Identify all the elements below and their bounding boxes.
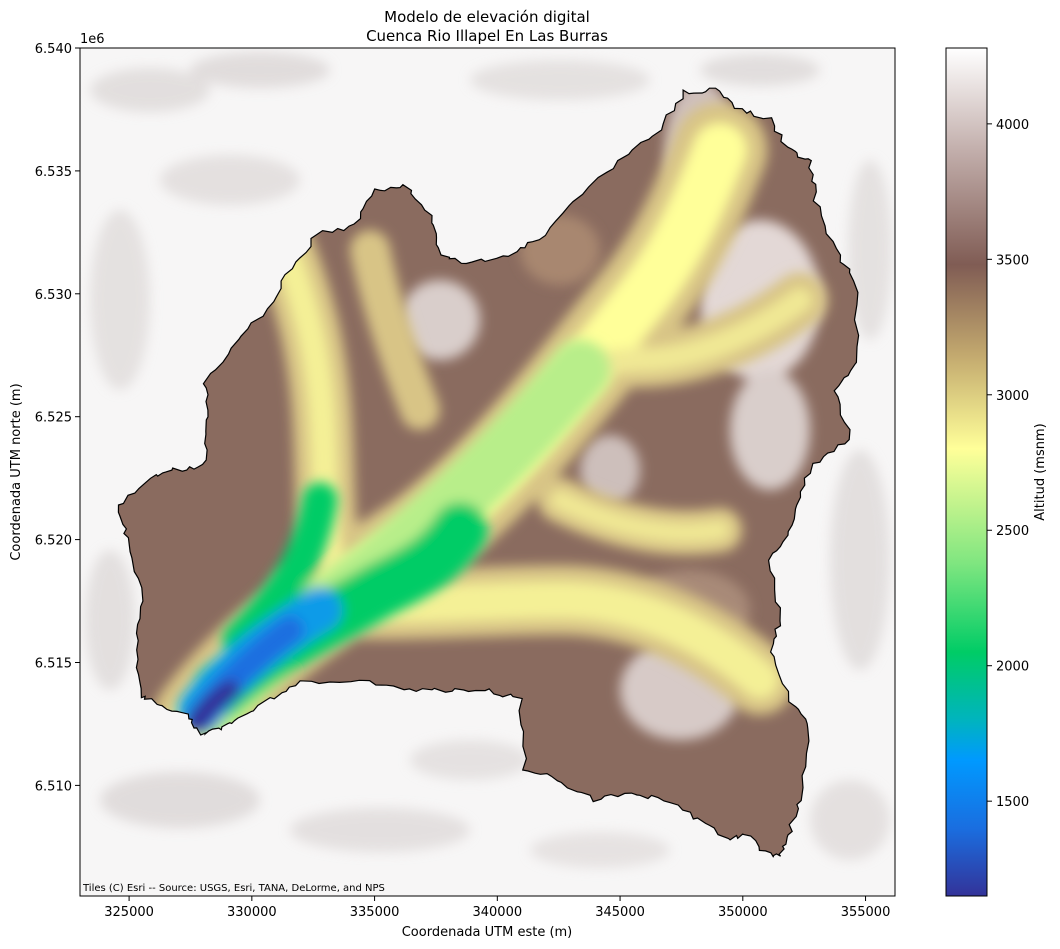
x-tick-label: 340000	[472, 905, 522, 920]
plot-frame	[79, 47, 896, 897]
x-tick-label: 350000	[718, 905, 768, 920]
colorbar-tick-label: 2000	[996, 660, 1029, 675]
colorbar-ramp	[945, 47, 988, 897]
attribution-text: Tiles (C) Esri -- Source: USGS, Esri, TA…	[82, 883, 385, 894]
colorbar-label: Altitud (msnm)	[1033, 423, 1048, 520]
x-tick-label: 330000	[227, 905, 277, 920]
y-offset-label: 1e6	[80, 32, 105, 47]
x-tick-label: 345000	[595, 905, 645, 920]
y-tick-label: 6.520	[35, 534, 72, 549]
basin-boundary	[117, 87, 860, 858]
y-axis-label: Coordenada UTM norte (m)	[9, 383, 24, 560]
colorbar-tick-label: 2500	[996, 524, 1029, 539]
colorbar-tick-label: 4000	[996, 118, 1029, 133]
x-tick-label: 335000	[350, 905, 400, 920]
x-axis-ticks: 325000 330000 335000 340000 345000 350000 3550…	[104, 896, 890, 920]
x-axis-label: Coordenada UTM este (m)	[402, 925, 573, 940]
basemap-hillshade	[85, 52, 892, 868]
y-tick-label: 6.530	[35, 288, 72, 303]
y-tick-label: 6.540	[35, 42, 72, 57]
y-tick-label: 6.525	[35, 411, 72, 426]
y-axis-ticks: 6.510 6.515 6.520 6.525 6.530 6.535 6.540	[35, 42, 80, 794]
y-tick-label: 6.510	[35, 779, 72, 794]
colorbar-tick-label: 3500	[996, 253, 1029, 268]
y-tick-label: 6.535	[35, 165, 72, 180]
colorbar-tick-label: 1500	[996, 795, 1029, 810]
map-title-line1: Modelo de elevación digital	[384, 8, 590, 26]
colorbar: 1500 2000 2500 3000 3500 4000 Altitud (msnm)	[945, 47, 1048, 897]
colorbar-tick-label: 3000	[996, 389, 1029, 404]
map-panel[interactable]: Tiles (C) Esri -- Source: USGS, Esri, TA…	[80, 48, 895, 896]
colorbar-ticks: 1500 2000 2500 3000 3500 4000	[987, 118, 1029, 810]
x-tick-label: 325000	[104, 905, 154, 920]
x-tick-label: 355000	[841, 905, 891, 920]
y-tick-label: 6.515	[35, 656, 72, 671]
map-title-line2: Cuenca Rio Illapel En Las Burras	[366, 27, 608, 45]
